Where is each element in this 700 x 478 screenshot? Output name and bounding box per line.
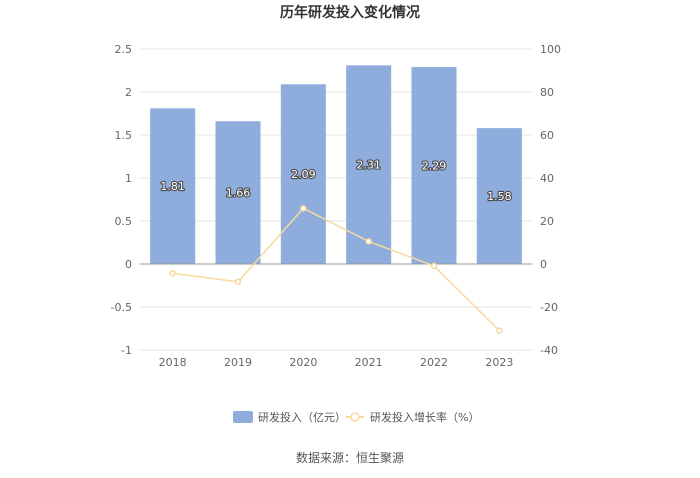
right-tick-label: 0 — [540, 258, 547, 271]
legend-label-bar[interactable]: 研发投入（亿元） — [258, 410, 346, 424]
left-tick-label: 1 — [125, 172, 132, 185]
x-tick-2019: 2019 — [224, 356, 252, 369]
bar-2018[interactable] — [150, 108, 196, 264]
left-tick-label: 1.5 — [115, 129, 133, 142]
left-axis-ticks: 2.5 2 1.5 1 0.5 0 -0.5 -1 — [111, 43, 132, 357]
bar-2022[interactable] — [411, 67, 457, 264]
bar-label-2022: 2.29 — [422, 160, 447, 173]
legend-label-line[interactable]: 研发投入增长率（%） — [370, 410, 479, 424]
bar-series — [150, 65, 522, 265]
right-tick-label: 100 — [540, 43, 561, 56]
chart-title: 历年研发投入变化情况 — [280, 4, 420, 21]
growth-point-2019[interactable] — [234, 278, 242, 286]
x-axis-ticks: 2018 2019 2020 2021 2022 2023 — [159, 356, 514, 369]
bar-label-2019: 1.66 — [226, 187, 251, 200]
right-tick-label: -40 — [540, 344, 558, 357]
left-tick-label: 0 — [125, 258, 132, 271]
growth-point-2022[interactable] — [430, 262, 438, 270]
line-series — [169, 205, 503, 334]
growth-point-2018[interactable] — [169, 269, 176, 277]
growth-point-2021[interactable] — [365, 238, 372, 245]
growth-point-2020[interactable] — [300, 205, 307, 212]
right-axis-ticks: 100 80 60 40 20 0 -20 -40 — [540, 43, 561, 357]
growth-point-2023[interactable] — [496, 327, 503, 334]
bar-label-2018: 1.81 — [160, 180, 185, 193]
right-tick-label: 60 — [540, 129, 554, 142]
legend-swatch-bar[interactable] — [233, 411, 253, 423]
bar-2020[interactable] — [280, 84, 326, 264]
bar-label-2020: 2.09 — [291, 168, 316, 181]
data-source: 数据来源：恒生聚源 — [296, 450, 404, 465]
x-tick-2021: 2021 — [355, 356, 383, 369]
right-tick-label: 20 — [540, 215, 554, 228]
bar-data-labels: 1.81 1.66 2.09 2.31 2.29 1.58 — [159, 158, 512, 205]
x-tick-2020: 2020 — [289, 356, 317, 369]
left-tick-label: 2.5 — [115, 43, 133, 56]
left-tick-label: -0.5 — [111, 301, 132, 314]
left-tick-label: -1 — [121, 344, 132, 357]
growth-rate-line — [172, 207, 500, 332]
left-tick-label: 0.5 — [115, 215, 133, 228]
legend-swatch-line-marker[interactable] — [350, 412, 360, 422]
bar-label-2021: 2.31 — [356, 159, 381, 172]
x-tick-2018: 2018 — [159, 356, 187, 369]
right-tick-label: 40 — [540, 172, 554, 185]
right-tick-label: 80 — [540, 86, 554, 99]
bar-2023[interactable] — [476, 128, 522, 264]
right-tick-label: -20 — [540, 301, 558, 314]
legend: 研发投入（亿元） 研发投入增长率（%） — [233, 410, 479, 424]
x-tick-2022: 2022 — [420, 356, 448, 369]
left-tick-label: 2 — [125, 86, 132, 99]
bar-label-2023: 1.58 — [487, 190, 512, 203]
bar-2021[interactable] — [346, 65, 392, 264]
bar-2019[interactable] — [215, 121, 261, 265]
x-tick-2023: 2023 — [485, 356, 513, 369]
